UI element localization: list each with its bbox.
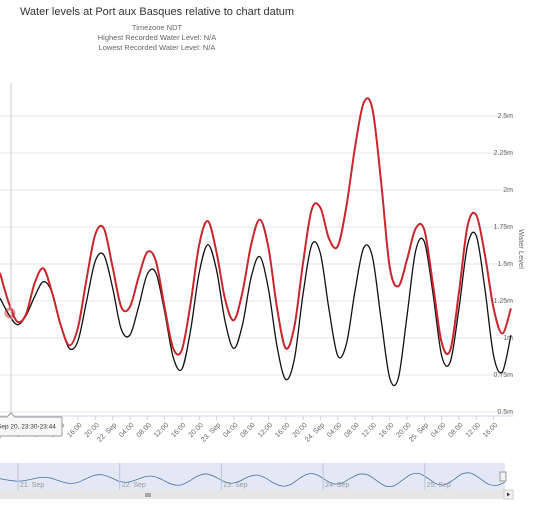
subtitle: Lowest Recorded Water Level: N/A <box>99 43 216 52</box>
series-line <box>0 231 512 387</box>
hover-marker <box>4 307 16 319</box>
navigator-label: 23. Sep <box>223 482 247 489</box>
tooltip-box <box>0 412 63 437</box>
navigator-label: 24. Sep <box>325 482 349 489</box>
y-tick-label: 2.5m <box>497 113 513 120</box>
x-tick-label: 12:00 <box>153 422 170 439</box>
chart-title: Water levels at Port aux Basques relativ… <box>20 6 294 18</box>
navigator-handle[interactable] <box>499 471 507 482</box>
x-tick-label: 08:00 <box>240 422 257 439</box>
x-tick-label: 08:00 <box>343 422 360 439</box>
navigator-label: 22. Sep <box>122 482 146 489</box>
x-tick-label: 04:00 <box>430 422 447 439</box>
x-tick-label: 08:00 <box>136 422 153 439</box>
y-tick-label: 0.5m <box>497 409 513 416</box>
x-tick-label: 04:00 <box>326 422 343 439</box>
x-tick-label: 16:00 <box>482 422 499 439</box>
x-tick-label: 25. Sep <box>408 422 430 444</box>
x-tick-label: 23. Sep <box>200 422 222 444</box>
navigator-label: 21. Sep <box>20 482 44 489</box>
x-tick-label: 04:00 <box>222 422 239 439</box>
scrollbar[interactable] <box>0 490 513 499</box>
x-tick-label: 24. Sep <box>304 422 326 444</box>
navigator-label: 25. Sep <box>427 482 451 489</box>
x-tick-label: 12:00 <box>257 422 274 439</box>
y-tick-label: 1.25m <box>494 298 514 305</box>
y-axis-label: Water Level <box>517 229 526 269</box>
x-tick-label: 08:00 <box>447 422 464 439</box>
subtitle: Timezone NDT <box>132 23 183 32</box>
y-tick-label: 1.5m <box>497 261 513 268</box>
arrow-icon <box>507 492 510 497</box>
y-tick-label: 2.25m <box>494 150 514 157</box>
y-tick-label: 0.75m <box>494 372 514 379</box>
x-tick-label: 12:00 <box>465 422 482 439</box>
subtitle: Highest Recorded Water Level: N/A <box>98 33 217 42</box>
x-tick-label: 16:00 <box>170 422 187 439</box>
scroll-grip <box>145 493 151 497</box>
tooltip-text: Sep 20, 23:30-23:44 <box>0 424 56 431</box>
y-tick-label: 2m <box>503 187 513 194</box>
navigator-selection[interactable] <box>0 463 505 490</box>
y-tick-label: 1.75m <box>494 224 514 231</box>
x-tick-label: 16:00 <box>378 422 395 439</box>
x-tick-label: 16:00 <box>66 422 83 439</box>
series-line <box>0 97 512 356</box>
x-tick-label: 16:00 <box>274 422 291 439</box>
navigator-line <box>0 472 506 488</box>
x-tick-label: 04:00 <box>118 422 135 439</box>
y-tick-label: 1m <box>503 335 513 342</box>
x-tick-label: 22. Sep <box>96 422 118 444</box>
x-tick-label: 12:00 <box>361 422 378 439</box>
